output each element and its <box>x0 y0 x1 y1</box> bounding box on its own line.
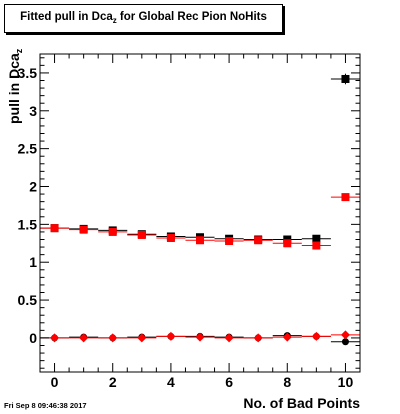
diamond-marker <box>108 333 118 343</box>
x-axis-label: No. of Bad Points <box>243 395 360 411</box>
diamond-marker <box>311 331 321 341</box>
data-point <box>272 239 302 248</box>
y-tick-label: 1 <box>29 254 37 270</box>
data-point <box>214 237 244 246</box>
square-marker <box>108 227 117 236</box>
square-marker <box>312 241 321 250</box>
data-point <box>301 241 331 250</box>
data-point <box>156 233 186 242</box>
data-point <box>156 331 186 341</box>
square-marker <box>50 224 59 233</box>
square-marker <box>254 236 263 245</box>
timestamp: Fri Sep 8 09:46:38 2017 <box>4 401 87 410</box>
x-tick-label: 10 <box>338 374 354 390</box>
data-point <box>69 225 99 234</box>
y-axis-label-main: pull in Dca <box>6 53 22 124</box>
axis-ticks <box>40 54 360 372</box>
diamond-marker <box>79 333 89 343</box>
chart-marks <box>40 73 360 346</box>
data-point <box>127 230 157 239</box>
diamond-marker <box>282 332 292 342</box>
plot-frame <box>39 53 361 373</box>
data-point <box>272 332 302 342</box>
square-marker <box>196 236 204 245</box>
x-tick-label: 6 <box>225 374 233 390</box>
diamond-marker <box>253 333 263 343</box>
diamond-marker <box>166 331 176 341</box>
diamond-marker <box>340 330 350 340</box>
square-marker <box>225 237 234 246</box>
diamond-marker <box>50 333 60 343</box>
data-point <box>330 193 360 202</box>
square-marker <box>137 230 146 239</box>
y-axis-label-subscript: z <box>14 48 24 54</box>
data-point <box>40 224 70 233</box>
x-tick-label: 4 <box>167 374 175 390</box>
y-tick-label: 1.5 <box>18 216 38 232</box>
diamond-marker <box>137 333 147 343</box>
y-axis-label: pull in Dcaz <box>6 49 24 124</box>
data-point <box>98 333 128 343</box>
y-tick-label: 3.5 <box>18 65 38 81</box>
data-point <box>243 333 273 343</box>
y-tick-label: 3 <box>29 103 37 119</box>
x-tick-label: 0 <box>51 374 59 390</box>
data-point <box>330 330 360 340</box>
x-tick-label: 8 <box>283 374 291 390</box>
chart-title: Fitted pull in Dcaz for Global Rec Pion … <box>5 11 282 25</box>
y-tick-label: 2.5 <box>18 141 38 157</box>
data-point <box>243 236 273 245</box>
diamond-marker <box>195 332 205 342</box>
circle-marker <box>341 338 349 346</box>
square-marker <box>312 234 321 243</box>
data-point <box>127 333 157 343</box>
x-tick-label: 2 <box>109 374 117 390</box>
diamond-marker <box>224 333 234 343</box>
data-point <box>185 332 215 342</box>
data-point <box>98 227 128 236</box>
data-point <box>214 333 244 343</box>
data-point <box>330 73 360 85</box>
square-marker <box>79 225 88 234</box>
square-marker <box>166 233 175 242</box>
tick-labels: 0 2 4 6 8 10 0 0.5 1 1.5 2 2.5 3 3.5 <box>18 65 354 390</box>
data-point <box>301 234 331 243</box>
data-point <box>301 331 331 341</box>
data-point <box>330 338 360 346</box>
y-tick-label: 0.5 <box>18 292 38 308</box>
square-marker <box>341 193 350 202</box>
title-main: Fitted pull in Dca <box>20 11 113 23</box>
square-marker <box>341 74 350 83</box>
data-point <box>69 333 99 343</box>
y-tick-label: 0 <box>29 330 37 346</box>
data-point <box>185 236 215 245</box>
title-rest: for Global Rec Pion NoHits <box>116 11 267 23</box>
title-box: Fitted pull in Dcaz for Global Rec Pion … <box>4 4 283 33</box>
square-marker <box>283 239 292 248</box>
y-tick-label: 2 <box>29 179 37 195</box>
title-subscript: z <box>112 16 117 25</box>
